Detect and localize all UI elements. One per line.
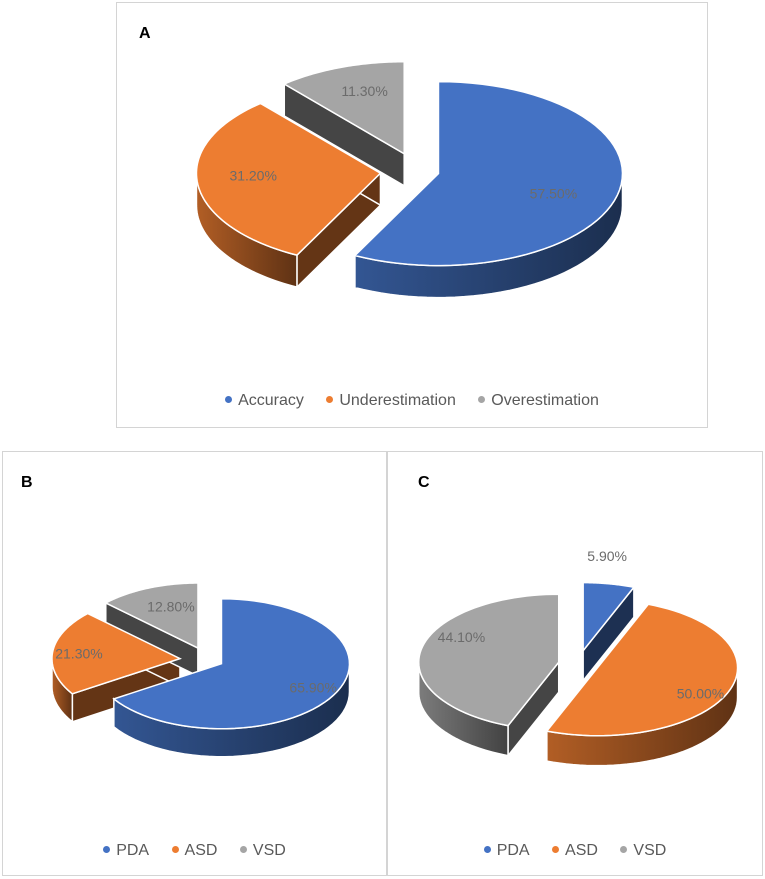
legend-swatch bbox=[225, 396, 233, 404]
data-label: 50.00% bbox=[677, 686, 724, 702]
pie-slice-pda bbox=[582, 581, 636, 653]
legend-label: VSD bbox=[633, 842, 667, 859]
legend-swatch bbox=[620, 846, 628, 854]
pie-chart-a: 57.50% 31.20% 11.30% bbox=[195, 61, 624, 299]
legend-label: PDA bbox=[496, 842, 530, 859]
data-label: 44.10% bbox=[438, 629, 485, 645]
legend-item-vsd: VSD bbox=[620, 842, 666, 860]
data-label: 21.30% bbox=[55, 645, 102, 661]
legend-item-accuracy: Accuracy bbox=[225, 392, 304, 410]
chart-panel-c: C 5.90% 50.00% 44.10% PDA ASD VSD bbox=[387, 451, 763, 876]
pie-slice-asd bbox=[545, 603, 739, 737]
legend-swatch bbox=[552, 846, 560, 854]
pie-slice-underestimation bbox=[195, 102, 382, 256]
legend-item-pda: PDA bbox=[483, 842, 530, 860]
legend: PDA ASD VSD bbox=[3, 842, 386, 860]
pie-chart-c: 5.90% 50.00% 44.10% bbox=[417, 548, 739, 767]
pie-slice-accuracy bbox=[353, 80, 624, 267]
data-label: 57.50% bbox=[530, 186, 577, 202]
data-label: 12.80% bbox=[147, 599, 194, 615]
pie-slice-vsd bbox=[104, 582, 199, 650]
data-label: 5.90% bbox=[587, 548, 627, 564]
pie-slice-overestimation bbox=[282, 61, 405, 156]
legend-item-pda: PDA bbox=[103, 842, 149, 860]
data-label: 65.90% bbox=[289, 680, 336, 696]
data-label: 11.30% bbox=[341, 83, 387, 99]
legend: PDA ASD VSD bbox=[388, 842, 762, 860]
legend-item-asd: ASD bbox=[552, 842, 598, 860]
legend-swatch bbox=[326, 396, 334, 404]
pie-slice-asd bbox=[51, 612, 182, 695]
legend-swatch bbox=[171, 846, 179, 854]
pie-slice-pda bbox=[112, 597, 351, 730]
legend-swatch bbox=[103, 846, 111, 854]
legend-swatch bbox=[478, 396, 486, 404]
pie-chart-b: 65.90% 21.30% 12.80% bbox=[51, 582, 351, 758]
legend-item-asd: ASD bbox=[171, 842, 218, 860]
data-label: 31.20% bbox=[229, 168, 276, 184]
legend-label: ASD bbox=[565, 842, 598, 859]
legend-label: Accuracy bbox=[238, 392, 304, 409]
legend-label: Underestimation bbox=[339, 392, 456, 409]
legend-swatch bbox=[483, 846, 491, 854]
legend-item-underestimation: Underestimation bbox=[326, 392, 456, 410]
legend: Accuracy Underestimation Overestimation bbox=[117, 392, 707, 410]
chart-panel-a: A 57.50% 31.20% 11.30% Accuracy Underestim… bbox=[116, 2, 708, 428]
legend-item-vsd: VSD bbox=[239, 842, 286, 860]
pie-slice-vsd bbox=[417, 593, 560, 727]
legend-swatch bbox=[239, 846, 247, 854]
panel-label: B bbox=[21, 474, 33, 491]
legend-label: ASD bbox=[184, 842, 218, 859]
legend-item-overestimation: Overestimation bbox=[478, 392, 599, 410]
legend-label: VSD bbox=[252, 842, 286, 859]
legend-label: PDA bbox=[116, 842, 150, 859]
panel-label: A bbox=[139, 25, 151, 42]
panel-label: C bbox=[418, 474, 430, 491]
legend-label: Overestimation bbox=[491, 392, 599, 409]
chart-panel-b: B 65.90% 21.30% 12.80% PDA ASD VSD bbox=[2, 451, 387, 876]
